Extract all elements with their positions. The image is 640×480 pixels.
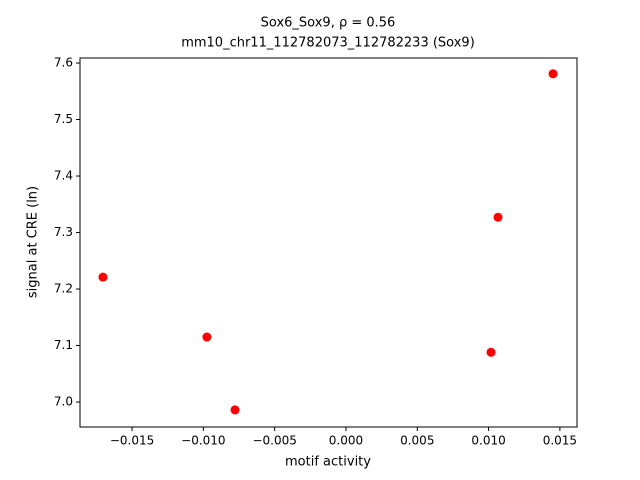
- y-tick-label: 7.2: [54, 282, 73, 296]
- y-tick-label: 7.0: [54, 395, 73, 409]
- y-tick-label: 7.6: [54, 56, 73, 70]
- x-tick-label: 0.005: [400, 434, 434, 448]
- x-tick-label: −0.010: [181, 434, 225, 448]
- x-axis-label: motif activity: [285, 455, 371, 470]
- y-tick-label: 7.1: [54, 338, 73, 352]
- point: [493, 212, 503, 222]
- point: [202, 332, 212, 342]
- point: [230, 405, 240, 415]
- x-tick-label: 0.010: [471, 434, 505, 448]
- x-tick-label: −0.005: [252, 434, 296, 448]
- point: [98, 272, 108, 282]
- point: [548, 69, 558, 79]
- y-tick-label: 7.5: [54, 112, 73, 126]
- point: [486, 347, 496, 357]
- chart-subtitle: mm10_chr11_112782073_112782233 (Sox9): [181, 36, 475, 51]
- x-tick-label: 0.000: [329, 434, 363, 448]
- y-tick-label: 7.4: [54, 169, 73, 183]
- y-tick-label: 7.3: [54, 225, 73, 239]
- x-tick-label: 0.015: [543, 434, 577, 448]
- chart-title: Sox6_Sox9, ρ = 0.56: [261, 16, 396, 31]
- y-axis-label: signal at CRE (ln): [26, 186, 41, 298]
- plot-frame: [79, 57, 578, 428]
- x-tick-label: −0.015: [110, 434, 154, 448]
